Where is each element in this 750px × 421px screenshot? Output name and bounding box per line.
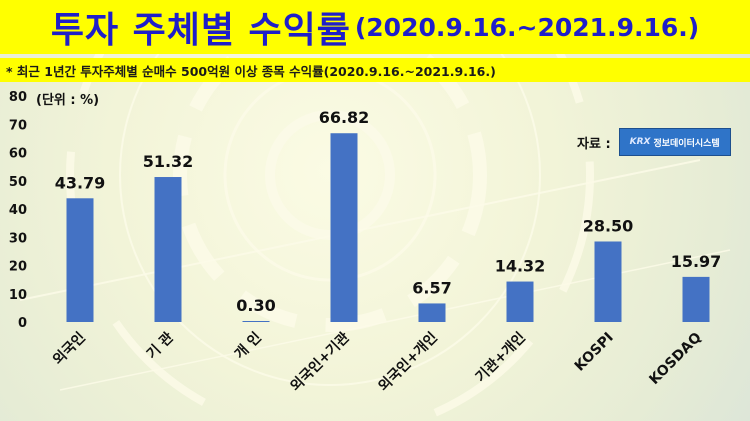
data-label: 6.57 (412, 278, 451, 297)
krx-logo-text: 정보데이터시스템 (653, 138, 720, 149)
data-label: 28.50 (583, 216, 634, 235)
category-label: KOSDAQ (646, 329, 704, 387)
data-label: 43.79 (55, 173, 106, 192)
source-label: 자료 : (577, 136, 611, 152)
category-label: KOSPI (572, 330, 617, 375)
y-tick-label: 10 (9, 288, 27, 303)
data-label: 0.30 (236, 296, 275, 315)
bar (66, 198, 94, 322)
title-banner: 투자 주체별 수익률 (2020.9.16.~2021.9.16.) (0, 0, 750, 54)
y-tick-label: 70 (9, 118, 27, 133)
bar (418, 303, 446, 322)
category-label: 외국인+기관 (287, 329, 353, 395)
y-tick-label: 60 (9, 147, 27, 162)
category-label: 개 인 (231, 329, 265, 363)
data-label: 15.97 (671, 252, 722, 271)
category-label: 기 관 (143, 329, 177, 363)
source-note: 자료 : KRX 정보데이터시스템 (577, 128, 731, 156)
unit-label: (단위 : %) (36, 93, 100, 108)
bar (242, 321, 270, 322)
y-tick-label: 50 (9, 175, 27, 190)
y-axis: 0 10 20 30 40 50 60 70 80 (9, 90, 27, 331)
data-label: 14.32 (495, 257, 546, 276)
bar (682, 276, 710, 322)
page-title: 투자 주체별 수익률 (50, 10, 351, 51)
category-labels: 외국인 기 관 개 인 외국인+기관 외국인+개인 기관+개인 KOSPI KOSDAQ (49, 329, 704, 395)
bar (330, 133, 358, 322)
subtitle-text: * 최근 1년간 투자주체별 순매수 500억원 이상 종목 수익률(2020.… (6, 63, 496, 79)
value-labels: 43.79 51.32 0.30 66.82 6.57 14.32 28.50 15.97 (55, 108, 722, 315)
y-tick-label: 20 (9, 260, 27, 275)
krx-logo-mark: KRX (629, 137, 651, 147)
title-period: (2020.9.16.~2021.9.16.) (354, 12, 700, 42)
category-label: 기관+개인 (472, 329, 529, 386)
data-label: 66.82 (319, 108, 370, 127)
category-label: 외국인 (49, 329, 88, 368)
y-tick-label: 40 (9, 203, 27, 218)
y-tick-label: 30 (9, 231, 27, 246)
y-tick-label: 80 (9, 90, 27, 105)
bars (66, 133, 710, 322)
bar (154, 177, 182, 322)
category-label: 외국인+개인 (375, 329, 441, 395)
y-tick-label: 0 (18, 316, 27, 331)
krx-logo: KRX 정보데이터시스템 (618, 128, 731, 156)
bar (594, 241, 622, 322)
subtitle-banner: * 최근 1년간 투자주체별 순매수 500억원 이상 종목 수익률(2020.… (0, 58, 750, 82)
bar (506, 281, 534, 322)
data-label: 51.32 (143, 152, 194, 171)
